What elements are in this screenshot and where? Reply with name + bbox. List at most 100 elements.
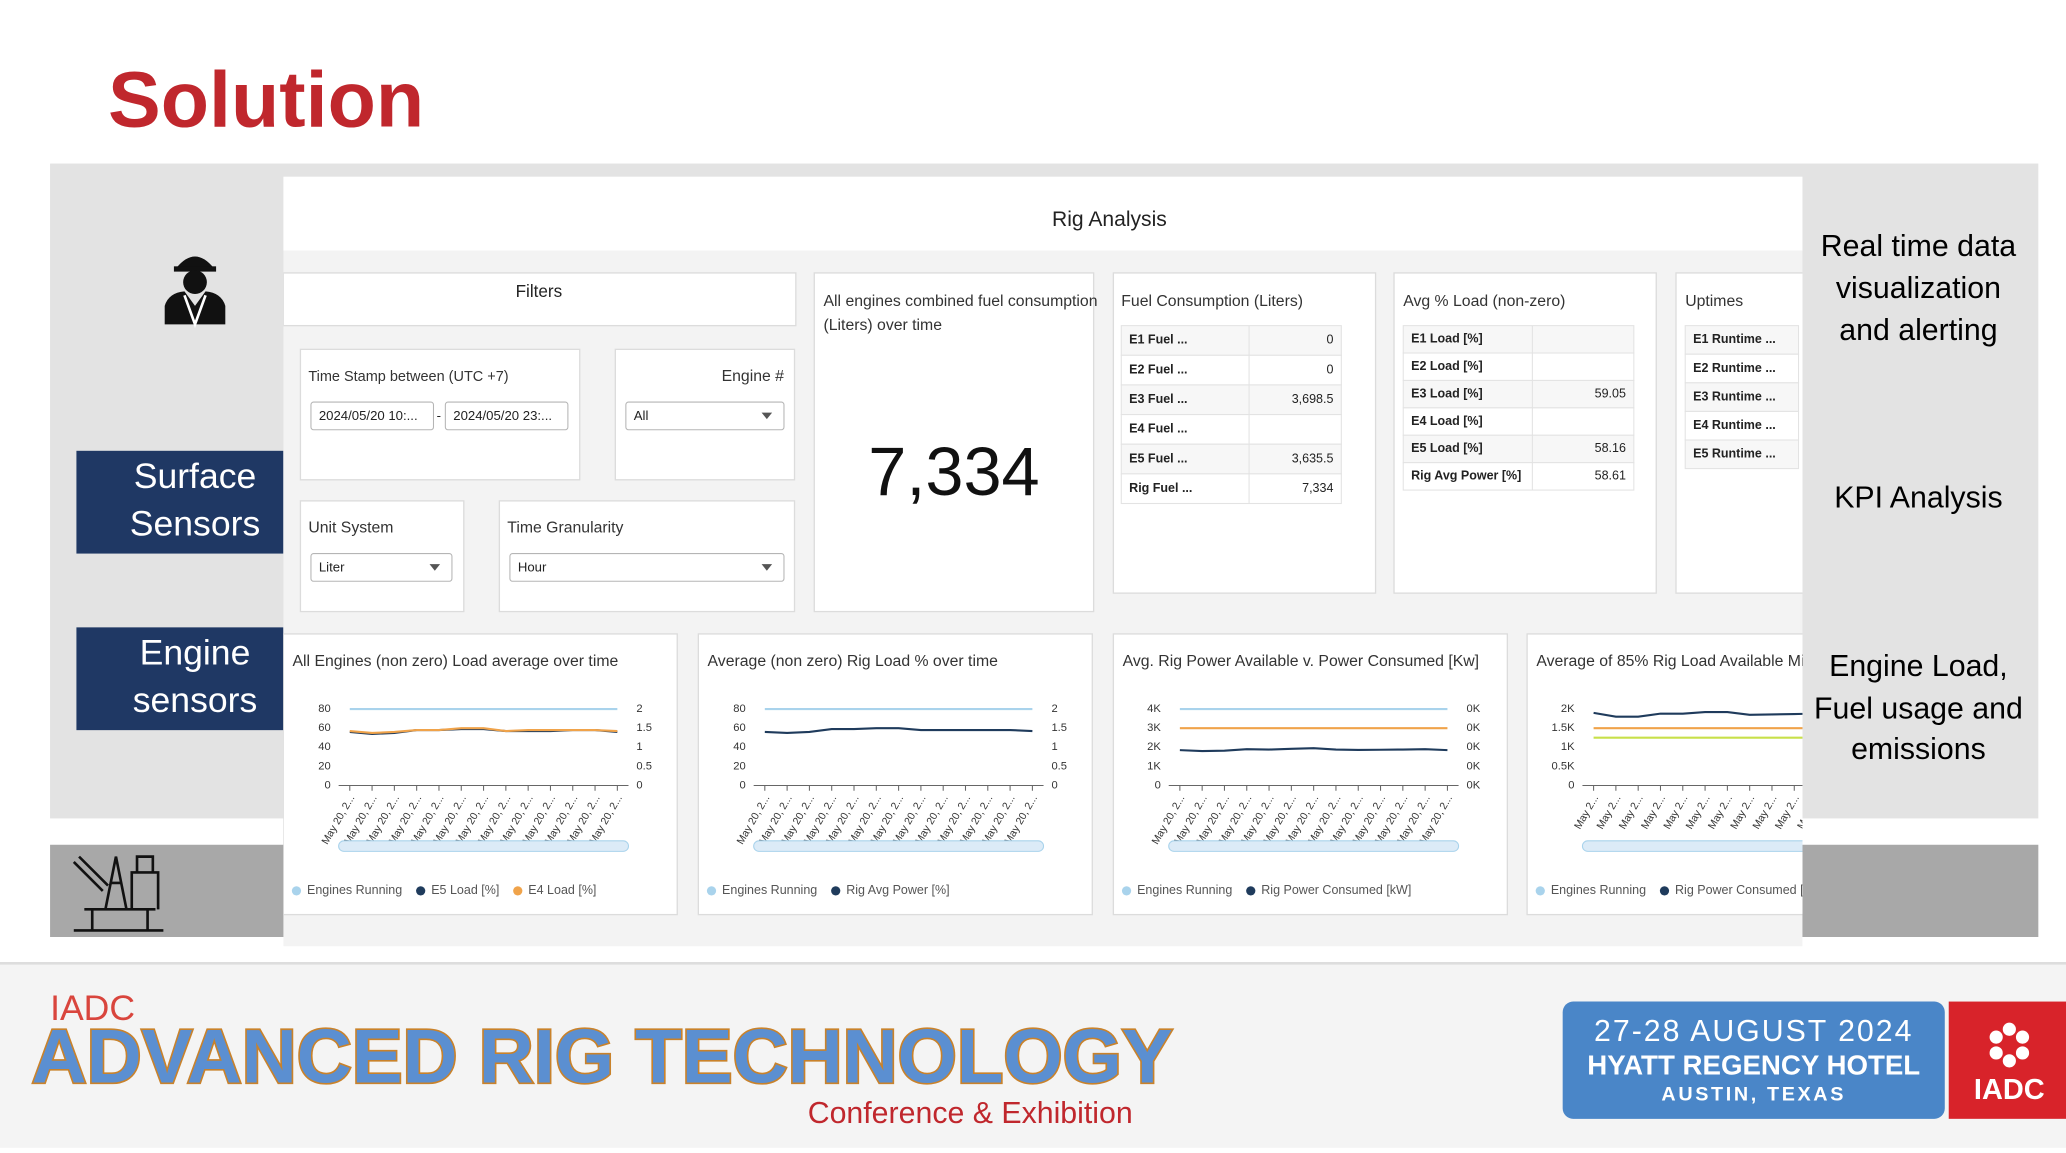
y2-tick-label: 0K (1466, 703, 1480, 715)
legend-swatch (1121, 886, 1132, 896)
table-label: E3 Load [%] (1411, 386, 1483, 400)
table-label: E2 Load [%] (1411, 359, 1483, 373)
y2-tick-label: 1 (1051, 741, 1057, 753)
range-slider[interactable] (753, 840, 1045, 852)
table-label: E2 Fuel ... (1129, 362, 1187, 376)
table-label: E3 Fuel ... (1129, 392, 1187, 406)
table-title: Avg % Load (non-zero) (1403, 293, 1565, 310)
y-tick-label: 3K (1147, 722, 1161, 734)
dropdown-value: Liter (319, 560, 345, 575)
rig-icon (72, 855, 164, 932)
legend-swatch (513, 886, 523, 896)
date-separator: - (437, 408, 441, 423)
unit-dropdown[interactable] (310, 553, 453, 582)
dropdown-value: All (634, 408, 649, 423)
legend-label: Rig Power Consumed [ (1675, 883, 1804, 897)
right-note: and alerting (1839, 314, 1997, 347)
legend-label: Engines Running (1551, 883, 1646, 897)
y-tick-label: 0.5K (1552, 760, 1576, 772)
y-tick-label: 0 (324, 779, 330, 791)
legend-swatch (1246, 886, 1256, 896)
table-label: E5 Load [%] (1411, 441, 1483, 455)
y2-tick-label: 2 (636, 703, 642, 715)
table-label: Rig Fuel ... (1129, 481, 1192, 495)
filter-label: Time Stamp between (UTC +7) (308, 369, 508, 385)
legend-label: Engines Running (307, 883, 402, 897)
table-value: 7,334 (1302, 481, 1333, 495)
logo-text: IADC (1974, 1074, 2045, 1106)
legend-swatch (1535, 886, 1545, 896)
y2-tick-label: 0K (1466, 741, 1480, 753)
chart-panel (697, 633, 1093, 916)
table-row (1120, 325, 1342, 356)
table-value: 58.61 (1595, 469, 1626, 483)
chart-title: Avg. Rig Power Available v. Power Consum… (1123, 653, 1479, 670)
granularity-dropdown[interactable] (509, 553, 785, 582)
y-tick-label: 40 (733, 741, 745, 753)
date-input[interactable] (444, 401, 569, 431)
y2-tick-label: 1.5 (1051, 722, 1067, 734)
table-value: 3,635.5 (1292, 451, 1334, 465)
table-label: E4 Runtime ... (1693, 418, 1776, 432)
footer-org: IADC (50, 988, 135, 1028)
dashboard: Rig Analysis Filters Time Stamp between … (283, 176, 1872, 947)
right-note: Fuel usage and (1814, 692, 2023, 725)
table-value: 58.16 (1595, 441, 1626, 455)
right-note: Engine Load, (1829, 650, 2008, 683)
table-row (1120, 473, 1342, 505)
dropdown-value: Hour (518, 560, 547, 575)
legend-swatch (1659, 886, 1670, 896)
table-row (1684, 410, 1800, 441)
y2-tick-label: 0K (1466, 760, 1480, 772)
footer-subtitle: Conference & Exhibition (808, 1097, 1133, 1130)
y-tick-label: 40 (318, 741, 330, 753)
table-label: Rig Avg Power [%] (1411, 469, 1521, 483)
table-label: E1 Load [%] (1411, 332, 1483, 346)
y-tick-label: 80 (733, 703, 745, 715)
table-label: E1 Runtime ... (1693, 332, 1776, 346)
table-value: 59.05 (1595, 386, 1626, 400)
worker-icon (164, 256, 226, 329)
y2-tick-label: 2 (1051, 703, 1057, 715)
chart-panel (1526, 633, 1803, 916)
table-row (1402, 462, 1635, 491)
table-label: E4 Load [%] (1411, 414, 1483, 428)
filter-label: Unit System (308, 520, 393, 537)
table-label: E5 Fuel ... (1129, 451, 1187, 465)
label-box (76, 450, 284, 554)
table-row (1684, 439, 1800, 470)
date-input[interactable] (310, 401, 435, 431)
engine-dropdown[interactable] (625, 401, 785, 431)
table-row (1684, 382, 1800, 412)
left-label: Surface (134, 456, 257, 496)
table-label: E2 Runtime ... (1693, 361, 1776, 375)
series-line (764, 727, 1033, 734)
footer-dates: 27-28 AUGUST 2024 (1594, 1015, 1913, 1048)
dropdown-arrow (761, 564, 773, 571)
table-row (1402, 325, 1635, 354)
dashboard-title: Rig Analysis (1052, 208, 1167, 231)
y2-tick-label: 0.5 (636, 760, 652, 772)
range-slider[interactable] (1168, 840, 1460, 852)
right-note: KPI Analysis (1834, 482, 2002, 515)
table-row (1120, 414, 1342, 445)
legend-label: E4 Load [%] (528, 883, 596, 897)
filters-header (283, 272, 797, 327)
venue-box (1562, 1001, 1945, 1119)
kpi-panel (813, 272, 1095, 613)
range-slider[interactable] (338, 840, 630, 852)
legend-swatch (416, 886, 426, 896)
y2-tick-label: 0 (636, 779, 642, 791)
right-note: Real time data (1821, 230, 2016, 263)
left-label: Engine (140, 632, 251, 672)
y2-tick-label: 0K (1466, 779, 1480, 791)
chart-panel (1112, 633, 1508, 916)
y-tick-label: 4K (1147, 703, 1161, 715)
range-slider[interactable] (1581, 840, 1872, 852)
series-line (349, 727, 618, 734)
table-label: E3 Runtime ... (1693, 389, 1776, 403)
table-label: E4 Fuel ... (1129, 422, 1187, 436)
table-title: Fuel Consumption (Liters) (1121, 293, 1303, 310)
table-label: E1 Fuel ... (1129, 333, 1187, 347)
